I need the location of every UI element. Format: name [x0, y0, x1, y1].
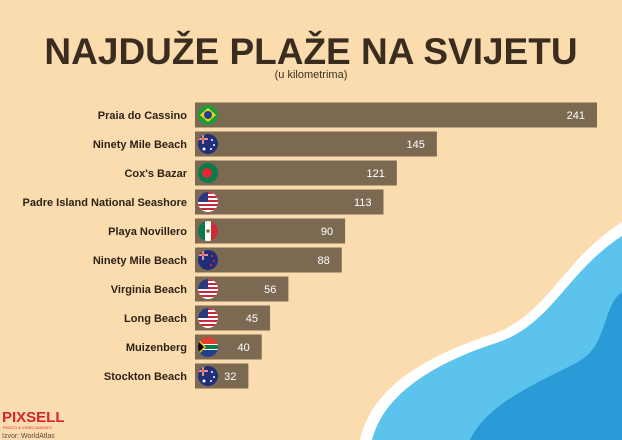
logo-tagline: PHOTO & VIDEO AGENCY	[3, 425, 53, 430]
value-label: 88	[318, 255, 330, 267]
bar	[195, 160, 397, 186]
value-label: 241	[567, 110, 585, 122]
source: Izvor: WorldAtlas	[2, 433, 55, 440]
value-label: 45	[246, 313, 258, 325]
value-label: 113	[354, 197, 372, 209]
value-label: 40	[237, 342, 249, 354]
category-label: Playa Novillero	[108, 226, 187, 238]
category-label: Muizenberg	[126, 342, 187, 354]
category-label: Padre Island National Seashore	[23, 197, 187, 209]
category-label: Long Beach	[124, 313, 187, 325]
bar	[195, 189, 384, 215]
category-label: Praia do Cassino	[98, 110, 188, 122]
waves	[360, 222, 622, 440]
value-label: 32	[224, 371, 236, 383]
bar	[195, 218, 346, 244]
value-label: 56	[264, 284, 276, 296]
category-label: Cox's Bazar	[124, 168, 187, 180]
bar	[195, 131, 437, 157]
category-label: Ninety Mile Beach	[93, 139, 187, 151]
chart-subtitle: (u kilometrima)	[275, 69, 348, 81]
bar	[195, 247, 342, 273]
value-label: 121	[366, 168, 384, 180]
category-label: Stockton Beach	[104, 371, 187, 383]
value-label: 90	[321, 226, 333, 238]
flags	[198, 105, 218, 386]
value-label: 145	[407, 139, 425, 151]
chart-title: NAJDUŽE PLAŽE NA SVIJETU	[44, 30, 577, 72]
bar	[195, 102, 597, 128]
category-label: Ninety Mile Beach	[93, 255, 187, 267]
category-label: Virginia Beach	[111, 284, 187, 296]
logo: PIXSELL	[2, 409, 65, 426]
